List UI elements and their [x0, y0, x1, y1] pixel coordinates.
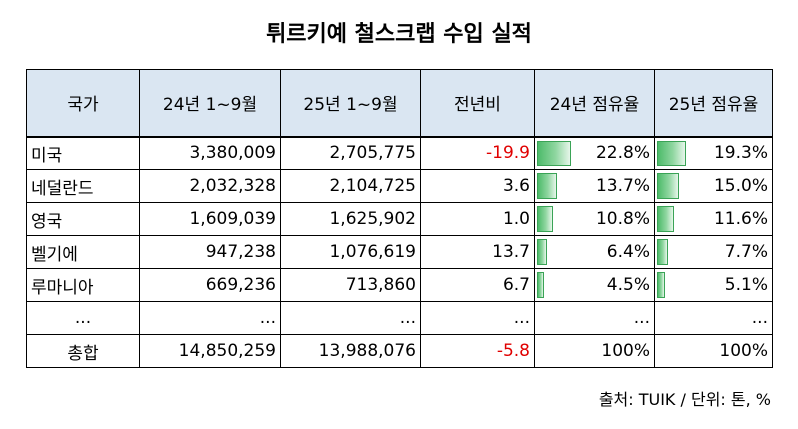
ellipsis-cell: ... — [26, 301, 140, 335]
header-yoy: 전년비 — [420, 69, 535, 138]
import-table: 국가 24년 1~9월 25년 1~9월 전년비 24년 점유율 25년 점유율… — [26, 69, 773, 368]
country-cell: 루마니아 — [26, 268, 140, 302]
table-row: 루마니아 669,236 713,860 6.7 4.5% 5.1% — [26, 268, 773, 302]
ellipsis-cell: ... — [534, 301, 655, 335]
share-data-bar — [537, 173, 557, 199]
import-2025-cell: 2,104,725 — [280, 169, 421, 203]
share-2025-cell: 19.3% — [654, 136, 773, 170]
ellipsis-cell: ... — [139, 301, 281, 335]
share-data-bar — [537, 206, 553, 232]
table-header-row: 국가 24년 1~9월 25년 1~9월 전년비 24년 점유율 25년 점유율 — [26, 69, 773, 138]
share-2025-cell: 11.6% — [654, 202, 773, 236]
import-2024-cell: 2,032,328 — [139, 169, 281, 203]
share-2025-cell-value: 11.6% — [713, 209, 768, 229]
ellipsis-cell: ... — [420, 301, 535, 335]
import-2024-cell: 3,380,009 — [139, 136, 281, 170]
table-row: 영국 1,609,039 1,625,902 1.0 10.8% 11.6% — [26, 202, 773, 236]
share-data-bar — [657, 272, 665, 298]
page-title: 튀르키예 철스크랩 수입 실적 — [266, 22, 532, 47]
share-2024-cell: 10.8% — [534, 202, 655, 236]
total-share-2024-cell: 100% — [534, 334, 655, 368]
share-data-bar — [657, 206, 674, 232]
share-data-bar — [657, 239, 668, 265]
import-2025-cell: 1,076,619 — [280, 235, 421, 269]
total-2025-cell: 13,988,076 — [280, 334, 421, 368]
yoy-cell: 1.0 — [420, 202, 535, 236]
header-2024: 24년 1~9월 — [139, 69, 281, 138]
country-cell: 네덜란드 — [26, 169, 140, 203]
total-label-cell: 총합 — [26, 334, 140, 368]
share-2024-cell-value: 4.5% — [606, 275, 650, 295]
yoy-cell: -19.9 — [420, 136, 535, 170]
share-2024-cell: 4.5% — [534, 268, 655, 302]
share-data-bar — [537, 272, 544, 298]
source-note: 출처: TUIK / 단위: 톤, % — [598, 390, 771, 409]
header-country: 국가 — [26, 69, 140, 138]
share-2025-cell-value: 15.0% — [713, 176, 768, 196]
total-row: 총합 14,850,259 13,988,076 -5.8 100% 100% — [26, 334, 773, 368]
table-row: 미국 3,380,009 2,705,775 -19.9 22.8% 19.3% — [26, 136, 773, 170]
yoy-cell: 3.6 — [420, 169, 535, 203]
table-row: 네덜란드 2,032,328 2,104,725 3.6 13.7% 15.0% — [26, 169, 773, 203]
share-2024-cell-value: 22.8% — [595, 143, 650, 164]
total-share-2025-cell: 100% — [654, 334, 773, 368]
share-2025-cell: 5.1% — [654, 268, 773, 302]
share-data-bar — [537, 140, 571, 166]
share-data-bar — [657, 140, 686, 166]
yoy-cell: 6.7 — [420, 268, 535, 302]
total-2024-cell: 14,850,259 — [139, 334, 281, 368]
ellipsis-row: .................. — [26, 301, 773, 335]
ellipsis-cell: ... — [280, 301, 421, 335]
share-2025-cell-value: 19.3% — [713, 143, 768, 164]
ellipsis-cell: ... — [654, 301, 773, 335]
import-2024-cell: 1,609,039 — [139, 202, 281, 236]
share-2025-cell: 15.0% — [654, 169, 773, 203]
share-2025-cell-value: 5.1% — [724, 275, 768, 295]
share-2024-cell-value: 13.7% — [595, 176, 650, 196]
country-cell: 영국 — [26, 202, 140, 236]
share-2024-cell-value: 6.4% — [606, 242, 650, 262]
share-2024-cell: 6.4% — [534, 235, 655, 269]
total-yoy-cell: -5.8 — [420, 334, 535, 368]
share-2025-cell-value: 7.7% — [724, 242, 768, 262]
import-2025-cell: 2,705,775 — [280, 136, 421, 170]
table-row: 벨기에 947,238 1,076,619 13.7 6.4% 7.7% — [26, 235, 773, 269]
share-data-bar — [537, 239, 547, 265]
header-2025: 25년 1~9월 — [280, 69, 421, 138]
import-2024-cell: 669,236 — [139, 268, 281, 302]
country-cell: 벨기에 — [26, 235, 140, 269]
header-share-2024: 24년 점유율 — [534, 69, 655, 138]
import-2024-cell: 947,238 — [139, 235, 281, 269]
header-share-2025: 25년 점유율 — [654, 69, 773, 138]
share-data-bar — [657, 173, 679, 199]
yoy-cell: 13.7 — [420, 235, 535, 269]
import-2025-cell: 1,625,902 — [280, 202, 421, 236]
share-2024-cell-value: 10.8% — [595, 209, 650, 229]
import-2025-cell: 713,860 — [280, 268, 421, 302]
country-cell: 미국 — [26, 136, 140, 170]
share-2024-cell: 22.8% — [534, 136, 655, 170]
share-2025-cell: 7.7% — [654, 235, 773, 269]
share-2024-cell: 13.7% — [534, 169, 655, 203]
